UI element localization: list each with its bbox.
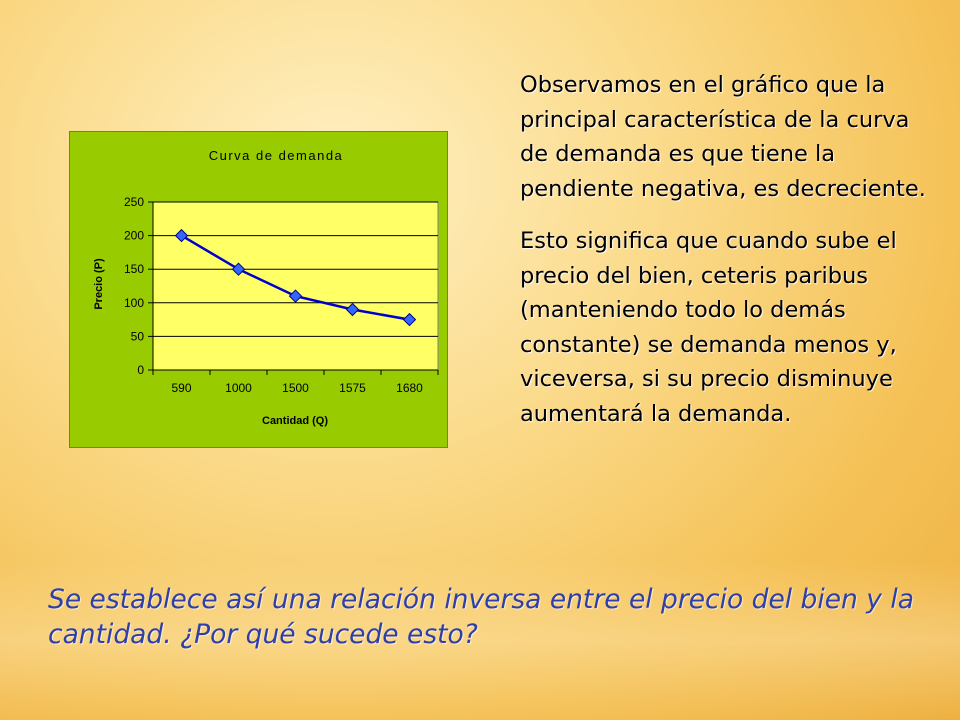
chart-title: Curva de demanda	[209, 148, 344, 163]
explanation-text: Observamos en el gráfico que la principa…	[520, 68, 940, 449]
background-glow	[0, 560, 960, 720]
conclusion-text: Se establece así una relación inversa en…	[48, 584, 914, 650]
x-tick-label: 1000	[225, 381, 252, 395]
plot-area-group: 0 50 100 150 200 250 590 1000 1500 1575 1680	[124, 195, 439, 395]
paragraph-meaning: Esto significa que cuando sube el precio…	[520, 228, 897, 427]
data-point-marker	[402, 312, 417, 327]
data-point-marker	[174, 228, 189, 243]
y-tick-label: 150	[124, 262, 144, 276]
data-point-marker	[231, 262, 246, 276]
data-point-marker	[288, 289, 303, 303]
y-tick-label: 250	[124, 195, 144, 209]
y-axis-label: Precio (P)	[93, 258, 105, 310]
y-tick-label: 200	[124, 229, 144, 243]
x-tick-label: 1500	[282, 381, 309, 395]
chart-svg: Curva de demanda Precio (P) Cantidad (Q)…	[93, 148, 439, 427]
x-tick-label: 590	[171, 381, 191, 395]
plot-area	[152, 201, 439, 371]
x-axis-label: Cantidad (Q)	[262, 415, 328, 427]
y-tick-label: 0	[137, 363, 144, 377]
x-tick-label: 1680	[396, 381, 423, 395]
x-tick-label: 1575	[339, 381, 366, 395]
demand-chart: Curva de demanda Precio (P) Cantidad (Q)…	[69, 131, 448, 448]
y-tick-label: 50	[131, 329, 145, 343]
paragraph-observation: Observamos en el gráfico que la principa…	[520, 72, 926, 202]
y-tick-label: 100	[124, 296, 144, 310]
data-point-marker	[345, 302, 360, 317]
